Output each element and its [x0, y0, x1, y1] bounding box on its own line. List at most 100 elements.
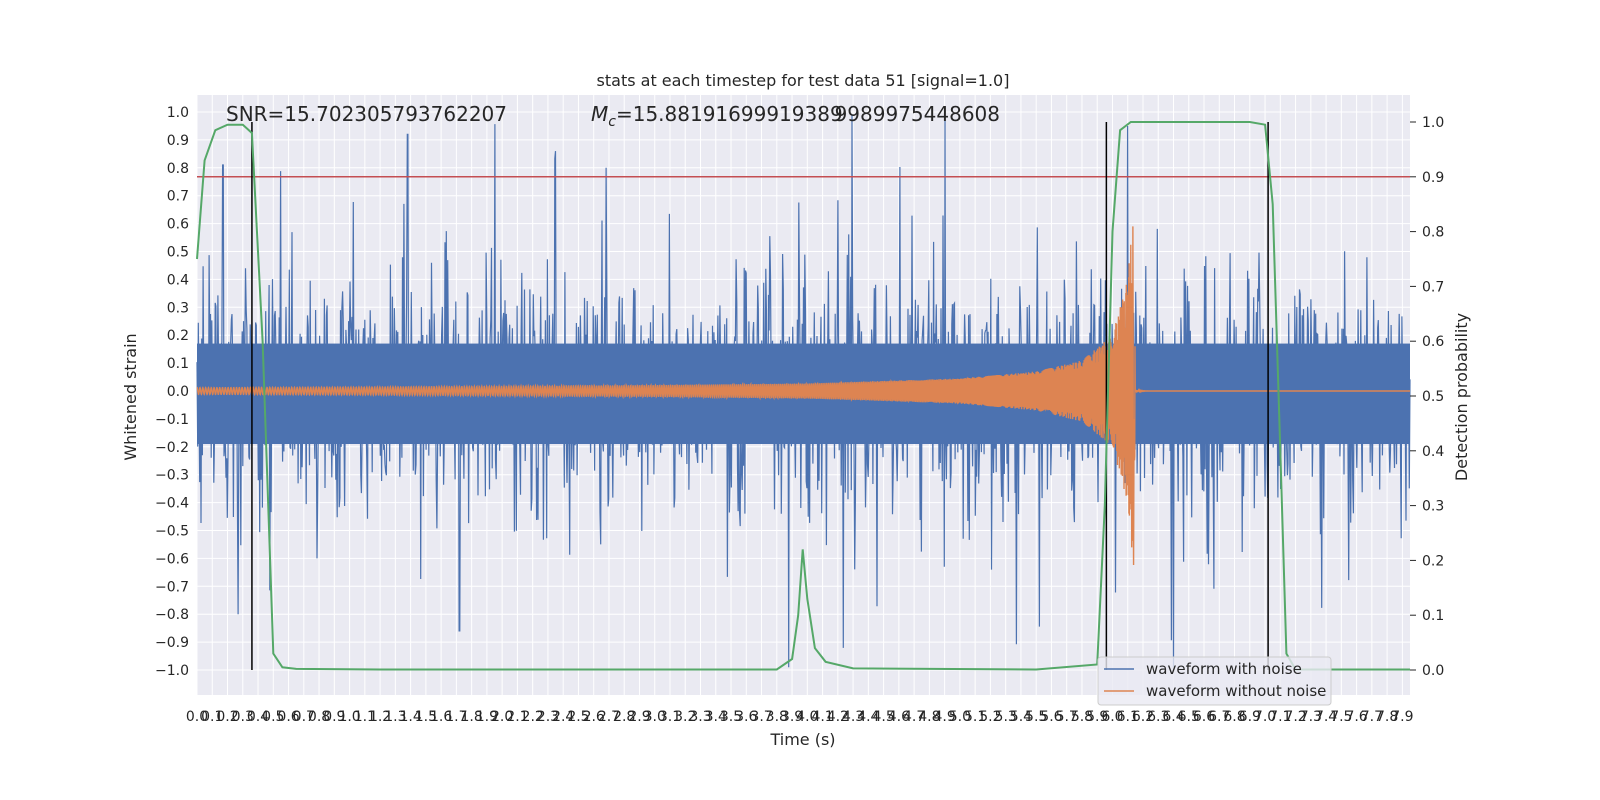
y-tick-label-left: −0.2 — [155, 440, 189, 456]
legend-box — [1097, 656, 1332, 706]
x-tick-label: 3.0 — [644, 709, 666, 725]
mc-value: =15.88191699919389 — [616, 102, 843, 126]
y-axis-label-right: Detection probability — [1452, 313, 1471, 481]
x-tick-label: 1.7 — [445, 709, 467, 725]
y-tick-label-left: 0.8 — [167, 161, 189, 177]
y-tick-label-left: 0.9 — [167, 133, 189, 149]
y-tick-label-right: 0.2 — [1422, 553, 1444, 569]
x-tick-label: 2.1 — [506, 709, 528, 725]
x-tick-label: 4.7 — [903, 709, 925, 725]
x-tick-label: 1.4 — [399, 709, 421, 725]
x-tick-label: 0.9 — [323, 709, 345, 725]
y-tick-label-left: 0.2 — [167, 328, 189, 344]
chart-title: stats at each timestep for test data 51 … — [597, 71, 1010, 90]
x-tick-label: 3.2 — [674, 709, 696, 725]
x-tick-label: 3.1 — [659, 709, 681, 725]
x-tick-label: 4.3 — [842, 709, 864, 725]
x-tick-label: 1.1 — [354, 709, 376, 725]
x-tick-label: 0.4 — [247, 709, 269, 725]
y-tick-label-right: 0.6 — [1422, 334, 1444, 350]
x-axis-ticks: 0.00.10.20.30.40.50.60.70.80.91.01.11.21… — [186, 709, 1414, 725]
y-tick-label-left: 1.0 — [167, 105, 189, 121]
x-tick-label: 3.9 — [781, 709, 803, 725]
x-tick-label: 7.2 — [1284, 709, 1306, 725]
y-tick-label-right: 0.3 — [1422, 499, 1444, 515]
x-tick-label: 1.6 — [430, 709, 452, 725]
y-tick-label-left: −0.1 — [155, 412, 189, 428]
x-tick-label: 6.4 — [1162, 709, 1184, 725]
x-tick-label: 1.5 — [415, 709, 437, 725]
y-tick-label-left: −0.4 — [155, 496, 189, 512]
x-axis-label: Time (s) — [769, 730, 835, 749]
x-tick-label: 2.5 — [567, 709, 589, 725]
svg-text:Mc=15.88191699919389: Mc=15.88191699919389 — [591, 102, 843, 130]
x-tick-label: 7.1 — [1269, 709, 1291, 725]
x-tick-label: 6.7 — [1208, 709, 1230, 725]
y-tick-label-left: 0.7 — [167, 189, 189, 205]
y-tick-label-right: 0.7 — [1422, 279, 1444, 295]
x-tick-label: 4.5 — [872, 709, 894, 725]
y-tick-label-left: −0.6 — [155, 551, 189, 567]
x-tick-label: 3.6 — [735, 709, 757, 725]
x-tick-label: 0.8 — [308, 709, 330, 725]
y-tick-label-right: 0.4 — [1422, 444, 1444, 460]
x-tick-label: 1.8 — [461, 709, 483, 725]
x-tick-label: 5.0 — [949, 709, 971, 725]
snr-annotation: SNR=15.702305793762207 — [226, 102, 507, 126]
legend: waveform with noise waveform without noi… — [1097, 656, 1332, 706]
x-tick-label: 3.3 — [689, 709, 711, 725]
x-tick-label: 1.9 — [476, 709, 498, 725]
chirp-mass-annotation: Mc=15.88191699919389 9989975448608 — [591, 102, 1000, 130]
x-tick-label: 4.6 — [888, 709, 910, 725]
x-tick-label: 5.4 — [1010, 709, 1032, 725]
threshold-and-markers — [197, 122, 1410, 670]
mc-overlap-text: 9989975448608 — [835, 102, 1000, 126]
x-tick-label: 6.3 — [1147, 709, 1169, 725]
x-tick-label: 0.5 — [262, 709, 284, 725]
x-tick-label: 6.6 — [1193, 709, 1215, 725]
clean-waveform-line — [196, 226, 1410, 565]
x-tick-label: 7.7 — [1361, 709, 1383, 725]
y-axis-label-left: Whitened strain — [121, 333, 140, 460]
y-tick-label-right: 0.0 — [1422, 663, 1444, 679]
x-tick-label: 7.9 — [1391, 709, 1413, 725]
x-tick-label: 0.7 — [293, 709, 315, 725]
y-tick-label-left: −0.8 — [155, 607, 189, 623]
x-tick-label: 2.4 — [552, 709, 574, 725]
y-tick-label-left: 0.4 — [167, 272, 189, 288]
x-tick-label: 6.9 — [1239, 709, 1261, 725]
x-tick-label: 5.1 — [964, 709, 986, 725]
x-tick-label: 3.8 — [766, 709, 788, 725]
x-tick-label: 2.8 — [613, 709, 635, 725]
x-tick-label: 2.9 — [628, 709, 650, 725]
x-tick-label: 4.0 — [796, 709, 818, 725]
x-tick-label: 7.4 — [1315, 709, 1337, 725]
y-tick-label-left: −0.3 — [155, 468, 189, 484]
x-tick-label: 6.2 — [1132, 709, 1154, 725]
x-tick-label: 3.5 — [720, 709, 742, 725]
x-tick-label: 6.1 — [1117, 709, 1139, 725]
x-tick-label: 7.8 — [1376, 709, 1398, 725]
x-tick-label: 3.4 — [705, 709, 727, 725]
y-tick-label-right: 0.1 — [1422, 608, 1444, 624]
series-detection-probability — [196, 121, 1410, 671]
x-tick-label: 4.4 — [857, 709, 879, 725]
x-tick-label: 0.3 — [232, 709, 254, 725]
x-tick-label: 2.7 — [598, 709, 620, 725]
y-tick-label-left: −0.5 — [155, 524, 189, 540]
x-tick-label: 5.9 — [1086, 709, 1108, 725]
mc-symbol: M — [591, 102, 608, 126]
x-tick-label: 7.6 — [1345, 709, 1367, 725]
x-tick-label: 2.6 — [583, 709, 605, 725]
x-tick-label: 7.3 — [1300, 709, 1322, 725]
y-tick-label-right: 1.0 — [1422, 115, 1444, 131]
x-tick-label: 2.0 — [491, 709, 513, 725]
x-tick-label: 6.8 — [1223, 709, 1245, 725]
x-tick-label: 5.6 — [1040, 709, 1062, 725]
x-tick-label: 5.8 — [1071, 709, 1093, 725]
legend-label-noisy: waveform with noise — [1146, 660, 1302, 678]
x-tick-label: 7.0 — [1254, 709, 1276, 725]
y-tick-label-left: 0.3 — [167, 300, 189, 316]
x-tick-label: 4.1 — [811, 709, 833, 725]
